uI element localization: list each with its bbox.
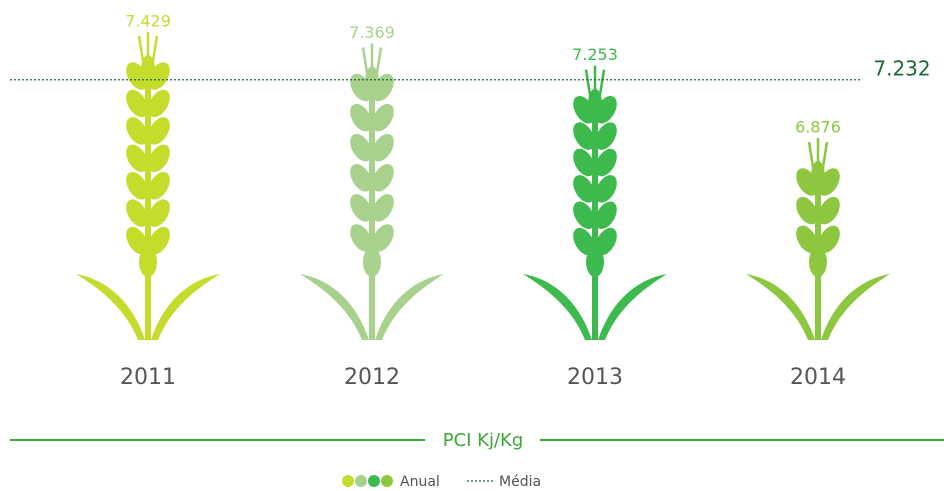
grain xyxy=(126,117,148,145)
grain xyxy=(372,103,394,132)
grain xyxy=(126,226,148,255)
grain xyxy=(573,148,595,177)
awn xyxy=(584,69,593,104)
legend-swatch xyxy=(368,475,380,487)
grain xyxy=(126,171,148,200)
grain xyxy=(573,122,595,150)
awn xyxy=(150,35,159,71)
grain xyxy=(372,133,394,162)
grain xyxy=(350,224,372,252)
wheat xyxy=(300,43,444,340)
x-tick-label: 2014 xyxy=(790,365,846,390)
awn xyxy=(807,141,816,177)
leaf xyxy=(151,274,220,340)
grain xyxy=(595,122,617,150)
grain xyxy=(573,175,595,203)
grain xyxy=(595,227,617,256)
grain xyxy=(573,227,595,256)
legend-swatch xyxy=(381,475,393,487)
value-label: 7.429 xyxy=(125,12,171,31)
grain xyxy=(148,89,170,118)
grain xyxy=(350,194,372,222)
grain xyxy=(796,225,818,254)
grain xyxy=(818,225,840,254)
leaf xyxy=(746,274,815,340)
grain xyxy=(148,144,170,173)
stem xyxy=(145,62,151,340)
grain xyxy=(818,196,840,225)
x-tick-label: 2013 xyxy=(567,365,623,390)
wheat xyxy=(746,138,890,340)
value-label: 7.253 xyxy=(572,45,618,64)
legend-swatch xyxy=(355,475,367,487)
grain xyxy=(573,201,595,229)
stem xyxy=(369,73,375,340)
leaf xyxy=(523,274,592,340)
legend-label: Média xyxy=(499,474,541,490)
grain xyxy=(350,103,372,132)
leaf xyxy=(821,274,890,340)
awn xyxy=(820,141,829,177)
grain xyxy=(363,247,381,277)
grain xyxy=(148,199,170,227)
awn xyxy=(374,47,383,82)
grain xyxy=(126,89,148,118)
leaf xyxy=(375,274,444,340)
legend-label: Anual xyxy=(400,474,440,490)
grain xyxy=(595,201,617,229)
grain xyxy=(148,226,170,255)
grain xyxy=(372,164,394,192)
leaf xyxy=(300,274,369,340)
wheat xyxy=(523,65,667,340)
grain xyxy=(148,171,170,200)
leaf xyxy=(598,274,667,340)
legend-swatch xyxy=(342,475,354,487)
grain xyxy=(595,175,617,203)
grain xyxy=(126,199,148,227)
grain xyxy=(139,247,157,277)
grain xyxy=(148,117,170,145)
grain xyxy=(796,196,818,225)
value-label: 6.876 xyxy=(795,118,841,137)
grain xyxy=(595,148,617,177)
x-tick-label: 2012 xyxy=(344,365,400,390)
grain xyxy=(350,133,372,162)
x-tick-label: 2011 xyxy=(120,365,176,390)
awn xyxy=(597,69,606,104)
grain xyxy=(126,144,148,173)
x-axis-label: PCI Kj/Kg xyxy=(443,430,524,451)
stem xyxy=(592,95,598,340)
awn xyxy=(137,35,146,71)
mean-label: 7.232 xyxy=(873,56,930,80)
awn xyxy=(361,47,370,82)
grain xyxy=(350,164,372,192)
grain xyxy=(372,194,394,222)
leaf xyxy=(76,274,145,340)
grain xyxy=(372,224,394,252)
wheat xyxy=(76,32,220,340)
value-label: 7.369 xyxy=(349,23,395,42)
grain xyxy=(809,247,827,277)
